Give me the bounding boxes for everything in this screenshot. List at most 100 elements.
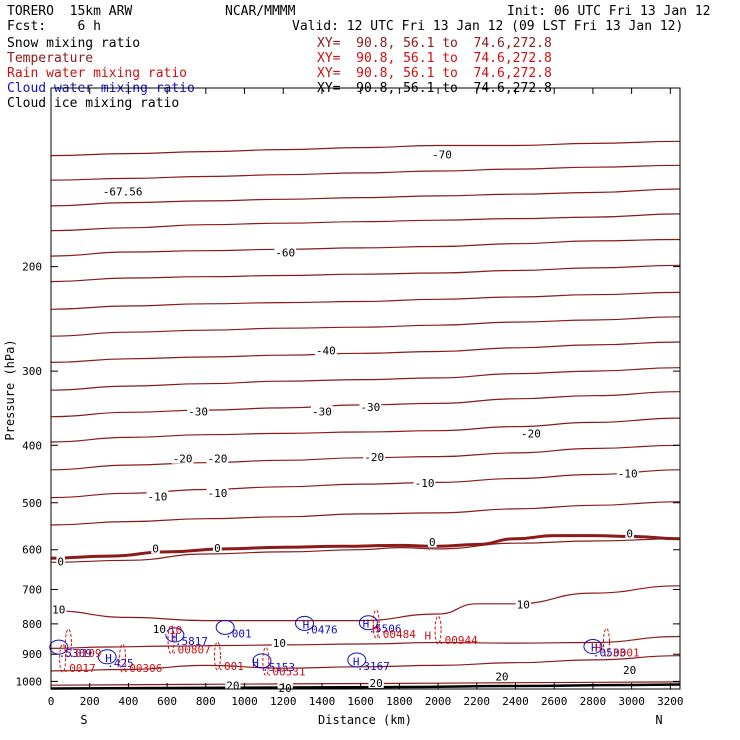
model-title: TORERO 15km ARW — [7, 4, 133, 19]
x-tick-label-5: 1000 — [231, 695, 258, 708]
rain-label-1: H — [372, 623, 379, 636]
isotherm-label-19: -20 — [208, 453, 228, 466]
cloud-water-contour-6 — [215, 619, 235, 635]
isotherm-label-bg-11 — [213, 541, 222, 553]
isotherm-label-12: 0 — [429, 536, 436, 549]
isotherm-line-10 — [50, 367, 681, 391]
plot-frame — [50, 87, 681, 690]
isotherm-label-22: -30 — [188, 405, 208, 418]
isotherm-label-bg-10 — [151, 542, 160, 554]
isotherm-label-bg-12 — [427, 536, 437, 548]
isotherm-label-bg-24 — [359, 400, 382, 412]
y-tick-label-6: 800 — [22, 618, 42, 631]
rain-label-4: .00306 — [123, 662, 163, 675]
isotherm-line-4 — [50, 538, 681, 563]
org-label: NCAR/MMMM — [225, 4, 296, 19]
y-axis-label: Pressure (hPa) — [3, 339, 17, 440]
rain-label-2: .00484 — [376, 628, 416, 641]
isotherm-line-0 — [50, 681, 681, 686]
rain-label-9: H — [425, 630, 432, 643]
isotherm-label-bg-7 — [51, 603, 67, 615]
isotherm-line-2 — [50, 635, 681, 649]
x-tick-label-2: 400 — [118, 695, 138, 708]
rain-label-11: H — [595, 641, 602, 654]
rain-label-5: .00531 — [266, 665, 306, 678]
x-tick-label-4: 800 — [196, 695, 216, 708]
isotherm-label-11: 0 — [214, 542, 221, 555]
isotherm-label-28: -67.56 — [103, 185, 143, 198]
cloud-water-label-5: .5817 — [175, 635, 208, 648]
isotherm-label-26: -60 — [275, 246, 295, 259]
cloud-water-contour-5 — [165, 627, 185, 643]
cloud-water-label-0: H — [303, 619, 310, 632]
rain-contour-8 — [64, 628, 72, 658]
legend-snow: Snow mixing ratio — [7, 36, 141, 51]
rain-contour-6 — [213, 641, 221, 671]
y-tick-label-3: 500 — [22, 497, 42, 510]
cloud-water-contour-10 — [347, 652, 367, 668]
isotherm-line-16 — [50, 213, 681, 232]
rain-label-3: .00807 — [171, 644, 211, 657]
rain-label-7: .0017 — [63, 662, 96, 675]
cloud-water-label-13: H — [591, 641, 598, 654]
isotherm-label-bg-0 — [277, 682, 293, 693]
legend-temperature: Temperature — [7, 51, 94, 66]
y-tick-label-0: 200 — [22, 261, 42, 274]
x-tick-label-13: 2600 — [541, 695, 568, 708]
rain-contour-4 — [119, 643, 127, 673]
cloud-water-contour-8 — [97, 649, 117, 665]
legend-cloud-ice: Cloud ice mixing ratio — [7, 96, 180, 111]
cloud-water-label-2: H — [363, 618, 370, 631]
x-tick-label-7: 1400 — [309, 695, 336, 708]
isotherm-label-bg-18 — [171, 452, 194, 464]
x-axis-right-end: N — [655, 713, 662, 727]
isotherm-label-25: -40 — [316, 344, 336, 357]
cloud-water-label-1: .0476 — [305, 623, 338, 636]
cloud-water-label-9: H — [353, 655, 360, 668]
rain-contour-12 — [602, 628, 610, 658]
cloud-water-contour-14 — [583, 639, 603, 655]
isotherm-label-bg-5 — [271, 637, 287, 649]
valid-time: Valid: 12 UTC Fri 13 Jan 12 (09 LST Fri … — [292, 19, 684, 34]
cloud-water-label-12: .5153 — [262, 661, 295, 674]
cloud-water-label-3: .5506 — [368, 623, 401, 636]
isotherm-label-bg-6 — [515, 598, 531, 610]
isotherm-label-bg-3 — [494, 670, 510, 682]
isotherm-label-21: -20 — [521, 428, 541, 441]
isotherm-label-bg-16 — [413, 477, 436, 489]
isotherm-label-14: -10 — [148, 491, 168, 504]
isotherm-label-bg-14 — [146, 490, 169, 502]
x-tick-label-15: 3000 — [618, 695, 645, 708]
isotherm-label-17: -10 — [618, 467, 638, 480]
rain-contour-10 — [434, 615, 442, 645]
cloud-water-label-7: H — [105, 652, 112, 665]
isotherm-label-23: -30 — [312, 405, 332, 418]
isotherm-line-11 — [50, 341, 681, 363]
cloud-water-label-10: .3167 — [357, 660, 390, 673]
isotherm-label-bg-21 — [520, 427, 542, 439]
x-tick-label-1: 200 — [80, 695, 100, 708]
cloud-water-label-8: .425 — [107, 657, 134, 670]
isotherm-line-12 — [50, 316, 681, 337]
isotherm-label-bg-23 — [311, 405, 333, 417]
isotherm-line-8 — [50, 417, 681, 443]
rain-label-8: .0109 — [68, 647, 101, 660]
isotherm-label-20: -20 — [364, 451, 384, 464]
isotherm-label-bg-25 — [314, 344, 337, 356]
isotherm-label-5: 10 — [273, 637, 286, 650]
isotherm-line-5 — [50, 501, 681, 526]
isotherm-line-15 — [50, 238, 681, 257]
isotherm-label-bg-26 — [274, 246, 297, 258]
isotherm-label-bg-9 — [56, 555, 65, 567]
isotherm-line-17 — [50, 188, 681, 207]
x-tick-label-0: 0 — [48, 695, 55, 708]
y-tick-label-7: 900 — [22, 648, 42, 661]
cloud-water-label-15: .5309 — [59, 647, 92, 660]
isotherm-label-27: -70 — [432, 149, 452, 162]
y-tick-label-4: 600 — [22, 544, 42, 557]
y-tick-label-1: 300 — [22, 365, 42, 378]
isotherm-label-bg-17 — [616, 467, 639, 479]
x-tick-label-12: 2400 — [502, 695, 529, 708]
cloud-water-label-6: .001 — [225, 627, 252, 640]
isotherm-label-bg-15 — [206, 486, 229, 498]
